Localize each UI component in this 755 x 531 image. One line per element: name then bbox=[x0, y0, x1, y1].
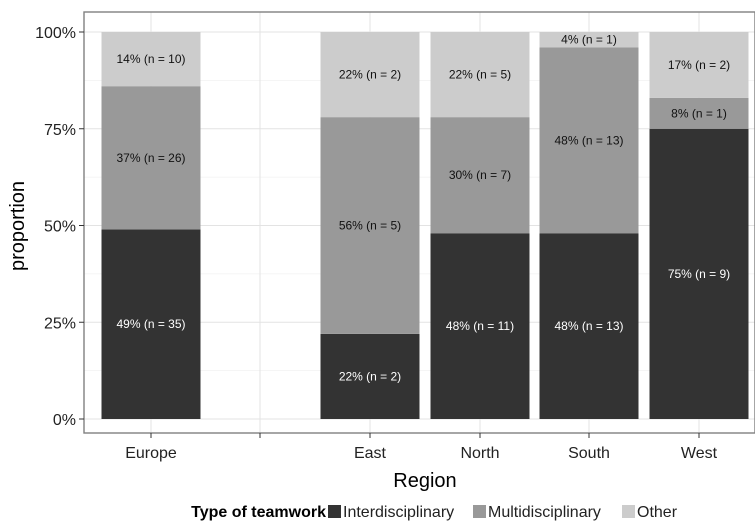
bar-data-label: 37% (n = 26) bbox=[116, 151, 185, 165]
legend-entry: Multidisciplinary bbox=[488, 504, 601, 521]
bar-data-label: 56% (n = 5) bbox=[339, 219, 401, 233]
bar-segment bbox=[649, 97, 749, 129]
bar-segment bbox=[430, 32, 530, 118]
legend-entry: Interdisciplinary bbox=[343, 504, 454, 521]
bar-data-label: 22% (n = 5) bbox=[449, 68, 511, 82]
x-tick-label: West bbox=[681, 445, 718, 462]
bar-data-label: 8% (n = 1) bbox=[671, 106, 727, 120]
bars-layer bbox=[101, 32, 749, 419]
bar-segment bbox=[320, 333, 420, 419]
bar-segment bbox=[539, 233, 639, 419]
bar-segment bbox=[101, 86, 201, 230]
bar-data-label: 14% (n = 10) bbox=[116, 52, 185, 66]
bar-data-label: 49% (n = 35) bbox=[116, 317, 185, 331]
bar-data-label: 30% (n = 7) bbox=[449, 168, 511, 182]
x-tick-label: North bbox=[460, 445, 499, 462]
bar-data-label: 48% (n = 13) bbox=[554, 319, 623, 333]
bar-segment bbox=[649, 32, 749, 98]
bar-segment bbox=[320, 32, 420, 118]
bar-labels-layer: 49% (n = 35) 37% (n = 26) 14% (n = 10) 22% … bbox=[116, 33, 730, 384]
bar-data-label: 48% (n = 13) bbox=[554, 133, 623, 147]
x-tick-label: South bbox=[568, 445, 610, 462]
bar-data-label: 22% (n = 2) bbox=[339, 369, 401, 383]
y-tick-label: 25% bbox=[44, 315, 76, 332]
y-tick-label: 50% bbox=[44, 219, 76, 236]
bar-data-label: 22% (n = 2) bbox=[339, 68, 401, 82]
bar-data-label: 75% (n = 9) bbox=[668, 267, 730, 281]
x-tick-label: East bbox=[354, 445, 387, 462]
axes-layer: 0% 25% 50% 75% 100% Europe East North South West bbox=[35, 11, 755, 462]
bar-segment bbox=[430, 117, 530, 234]
legend-title: Type of teamwork bbox=[191, 504, 326, 521]
bar-segment bbox=[649, 128, 749, 419]
bar-segment bbox=[539, 32, 639, 48]
bar-segment bbox=[101, 229, 201, 419]
y-tick-label: 0% bbox=[53, 412, 76, 429]
x-tick-label: Europe bbox=[125, 445, 177, 462]
y-tick-label: 75% bbox=[44, 122, 76, 139]
x-axis-title: Region bbox=[393, 470, 456, 492]
bar-segment bbox=[539, 47, 639, 234]
legend-items: Interdisciplinary Multidisciplinary Other bbox=[328, 504, 678, 521]
bar-segment bbox=[320, 117, 420, 334]
bar-data-label: 17% (n = 2) bbox=[668, 58, 730, 72]
legend-entry: Other bbox=[637, 504, 678, 521]
bar-segment bbox=[430, 233, 530, 419]
legend-swatch bbox=[473, 505, 486, 518]
y-axis-title: proportion bbox=[7, 181, 29, 271]
legend: Type of teamwork Interdisciplinary Multid… bbox=[191, 504, 678, 521]
bar-data-label: 4% (n = 1) bbox=[561, 33, 617, 47]
bar-data-label: 48% (n = 11) bbox=[446, 319, 514, 333]
plot-border bbox=[83, 11, 755, 434]
y-tick-label: 100% bbox=[35, 25, 76, 42]
legend-swatch bbox=[622, 505, 635, 518]
legend-swatch bbox=[328, 505, 341, 518]
bar-segment bbox=[101, 32, 201, 87]
